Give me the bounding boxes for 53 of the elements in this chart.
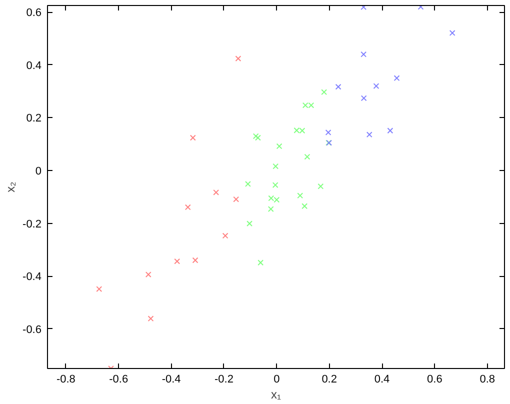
point — [192, 257, 198, 264]
y-tick-label: 0.2 — [26, 112, 42, 125]
point — [235, 56, 242, 62]
x-tick-label: 0 — [274, 374, 280, 386]
point — [213, 189, 220, 196]
point — [366, 132, 372, 138]
point — [96, 286, 102, 292]
y-tick-label: -0.4 — [22, 271, 42, 284]
point — [304, 154, 310, 160]
point — [268, 206, 274, 212]
point — [318, 183, 324, 190]
x-tick-label: -0.6 — [109, 374, 128, 386]
x-tick-label: -0.2 — [214, 374, 234, 386]
point — [297, 192, 304, 199]
point — [360, 95, 367, 102]
point — [272, 163, 279, 170]
x-axis-title: x₁ — [270, 388, 282, 402]
point — [276, 143, 282, 150]
point — [325, 130, 332, 136]
point — [252, 133, 259, 140]
point — [360, 6, 367, 10]
x-tick-label: 0.4 — [374, 374, 390, 386]
point — [302, 203, 308, 210]
y-tick-label: -0.6 — [22, 324, 42, 336]
x-tick-label: -0.8 — [56, 374, 76, 386]
point — [254, 134, 261, 141]
point — [373, 83, 380, 89]
point — [145, 272, 152, 278]
point — [387, 128, 394, 134]
point — [335, 84, 342, 90]
point — [233, 196, 240, 202]
point — [272, 182, 278, 188]
point — [244, 180, 251, 187]
point — [394, 75, 400, 82]
y-tick-label: 0.6 — [26, 7, 42, 20]
y-tick-label: -0.2 — [22, 218, 42, 230]
point — [246, 220, 253, 227]
y-tick-label: 0 — [35, 166, 42, 178]
point — [174, 258, 180, 264]
x-tick-label: 0.2 — [322, 374, 337, 386]
x-tick-label: 0.6 — [427, 374, 442, 386]
x-tick-label: -0.4 — [162, 374, 181, 386]
point — [258, 260, 264, 266]
point — [360, 51, 367, 58]
y-axis-title: x₂ — [4, 181, 18, 192]
point — [449, 30, 456, 36]
point — [190, 134, 196, 141]
x-tick-label: 0.8 — [480, 374, 496, 386]
point — [184, 204, 191, 210]
point — [321, 89, 328, 96]
point — [222, 232, 228, 239]
y-tick-label: 0.4 — [26, 60, 42, 72]
point — [148, 316, 154, 322]
